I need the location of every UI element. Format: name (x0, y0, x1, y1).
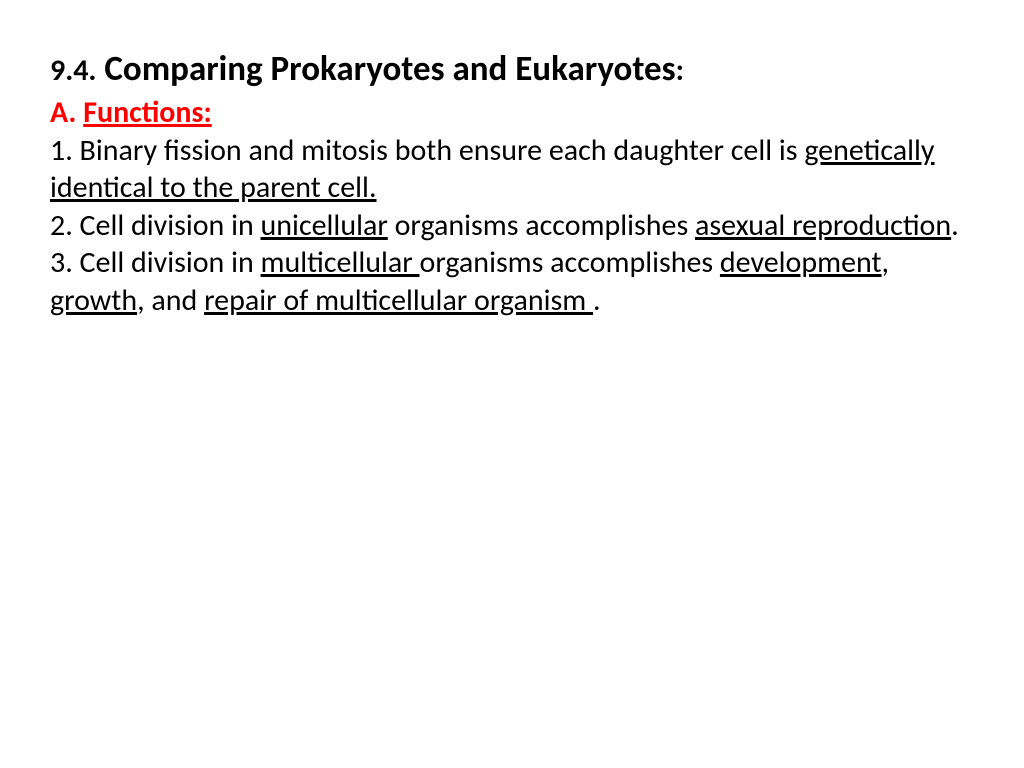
section-prefix: A. (50, 94, 83, 131)
point-1: 1. Binary fission and mitosis both ensur… (50, 132, 974, 207)
point-3-u1: multicellular (261, 244, 420, 281)
point-3-prefix: 3. Cell division in (50, 244, 261, 281)
slide-title: 9.4. Comparing Prokaryotes and Eukaryote… (50, 48, 974, 90)
point-2-prefix: 2. Cell division in (50, 207, 261, 244)
point-2-suffix: . (951, 207, 959, 244)
point-3-sep2: , and (137, 282, 204, 319)
section-heading: A. Functions: (50, 94, 974, 132)
title-number: 9.4. (50, 52, 96, 89)
point-3-mid1: organisms accomplishes (420, 244, 720, 281)
point-2-u1: unicellular (261, 207, 388, 244)
point-3-sep1: , (882, 244, 890, 281)
point-3-u2: development (720, 244, 882, 281)
point-3: 3. Cell division in multicellular organi… (50, 244, 974, 319)
section-label: Functions: (83, 94, 212, 131)
point-2-mid: organisms accomplishes (388, 207, 695, 244)
point-2: 2. Cell division in unicellular organism… (50, 207, 974, 245)
point-2-u2: asexual reproduction (695, 207, 951, 244)
title-text: Comparing Prokaryotes and Eukaryotes (104, 48, 675, 90)
title-colon: : (676, 52, 684, 89)
point-3-suffix: . (593, 282, 601, 319)
point-3-u4: repair of multicellular organism (204, 282, 593, 319)
point-3-u3: growth (50, 282, 137, 319)
point-1-prefix: 1. Binary fission and mitosis both ensur… (50, 132, 804, 169)
